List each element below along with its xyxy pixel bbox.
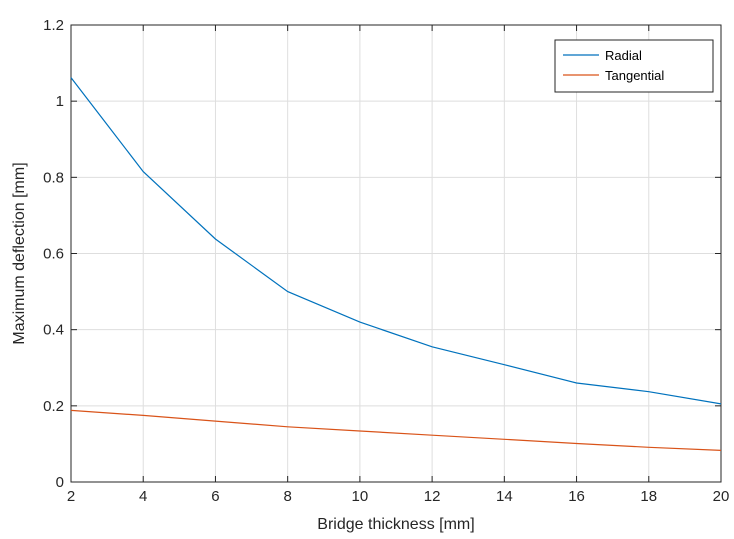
ticks: 2 4 6 8 10 12 14 16 18 20 0 0.2 0.4 0.6 0.8 1 1.2 [43,17,729,505]
x-tick-label: 14 [496,488,513,505]
legend-label: Radial [605,48,642,63]
legend-label: Tangential [605,68,664,83]
y-tick-label: 0.8 [43,169,64,186]
y-tick-label: 1 [56,93,64,110]
y-tick-label: 0.6 [43,246,64,263]
x-tick-label: 12 [424,488,441,505]
y-tick-label: 0 [56,474,64,491]
legend-box [554,39,714,93]
x-tick-label: 18 [640,488,657,505]
x-tick-label: 20 [713,488,730,505]
x-tick-label: 6 [211,488,219,505]
series-line-tangential [70,409,722,451]
x-tick-label: 16 [568,488,585,505]
x-tick-label: 8 [283,488,291,505]
y-tick-label: 0.4 [43,322,64,339]
x-tick-label: 2 [67,488,75,505]
series-lines [70,77,722,451]
y-tick-label: 0.2 [43,398,64,415]
x-tick-label: 4 [139,488,147,505]
x-axis-title: Bridge thickness [mm] [317,516,474,533]
series-line-radial [70,77,722,405]
y-axis-title: Maximum deflection [mm] [11,162,28,344]
y-tick-label: 1.2 [43,17,64,34]
legend: Radial Tangential [554,39,714,93]
x-tick-label: 10 [352,488,369,505]
